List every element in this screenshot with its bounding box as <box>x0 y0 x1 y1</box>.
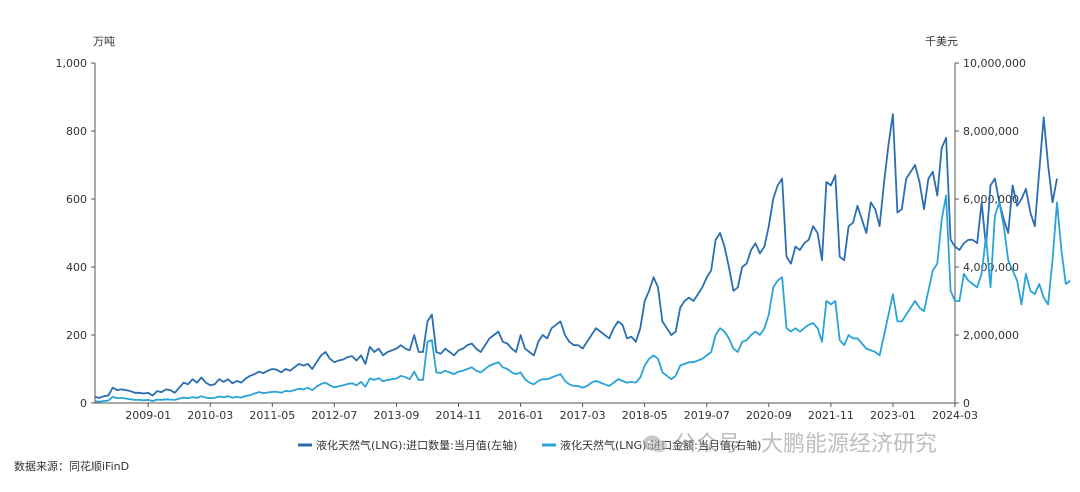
x-tick-label: 2009-01 <box>125 409 171 422</box>
right-axis-ticks: 02,000,0004,000,0006,000,0008,000,00010,… <box>955 57 1026 410</box>
x-tick-label: 2011-05 <box>249 409 295 422</box>
source-note: 数据来源：同花顺iFinD <box>14 460 130 473</box>
x-tick-label: 2024-03 <box>932 409 978 422</box>
series-lines <box>94 113 1071 403</box>
right-tick-label: 0 <box>963 397 970 410</box>
right-tick-label: 8,000,000 <box>963 125 1019 138</box>
wechat-icon <box>643 435 667 453</box>
left-axis-ticks: 0 200 400 600 800 1,000 <box>56 57 95 410</box>
x-tick-label: 2017-03 <box>560 409 606 422</box>
watermark: 公众号 · 大鹏能源经济研究 <box>642 426 937 458</box>
x-tick-label: 2018-05 <box>622 409 668 422</box>
x-tick-label: 2010-03 <box>187 409 233 422</box>
series-line-import-volume <box>94 113 1058 399</box>
x-tick-label: 2021-11 <box>808 409 854 422</box>
left-tick-label: 600 <box>66 193 87 206</box>
x-tick-label: 2020-09 <box>746 409 792 422</box>
x-axis-ticks: 2009-01 2010-03 2011-05 2012-07 2013-09 2014-… <box>125 403 978 422</box>
x-tick-label: 2014-11 <box>436 409 482 422</box>
x-tick-label: 2013-09 <box>373 409 419 422</box>
right-axis-unit: 千美元 <box>925 35 958 48</box>
left-tick-label: 400 <box>66 261 87 274</box>
x-tick-label: 2012-07 <box>311 409 357 422</box>
right-tick-label: 10,000,000 <box>963 57 1026 70</box>
x-tick-label: 2016-01 <box>498 409 544 422</box>
right-tick-label: 6,000,000 <box>963 193 1019 206</box>
left-tick-label: 1,000 <box>56 57 88 70</box>
x-tick-label: 2019-07 <box>684 409 730 422</box>
left-tick-label: 200 <box>66 329 87 342</box>
left-tick-label: 800 <box>66 125 87 138</box>
legend-label: 液化天然气(LNG):进口数量:当月值(左轴) <box>316 438 517 452</box>
watermark-text: 公众号 · 大鹏能源经济研究 <box>674 432 937 457</box>
left-axis-unit: 万吨 <box>93 35 115 48</box>
x-tick-label: 2023-01 <box>870 409 916 422</box>
axes <box>94 63 956 404</box>
right-tick-label: 2,000,000 <box>963 329 1019 342</box>
series-line-import-value <box>94 194 1071 403</box>
left-tick-label: 0 <box>80 397 87 410</box>
